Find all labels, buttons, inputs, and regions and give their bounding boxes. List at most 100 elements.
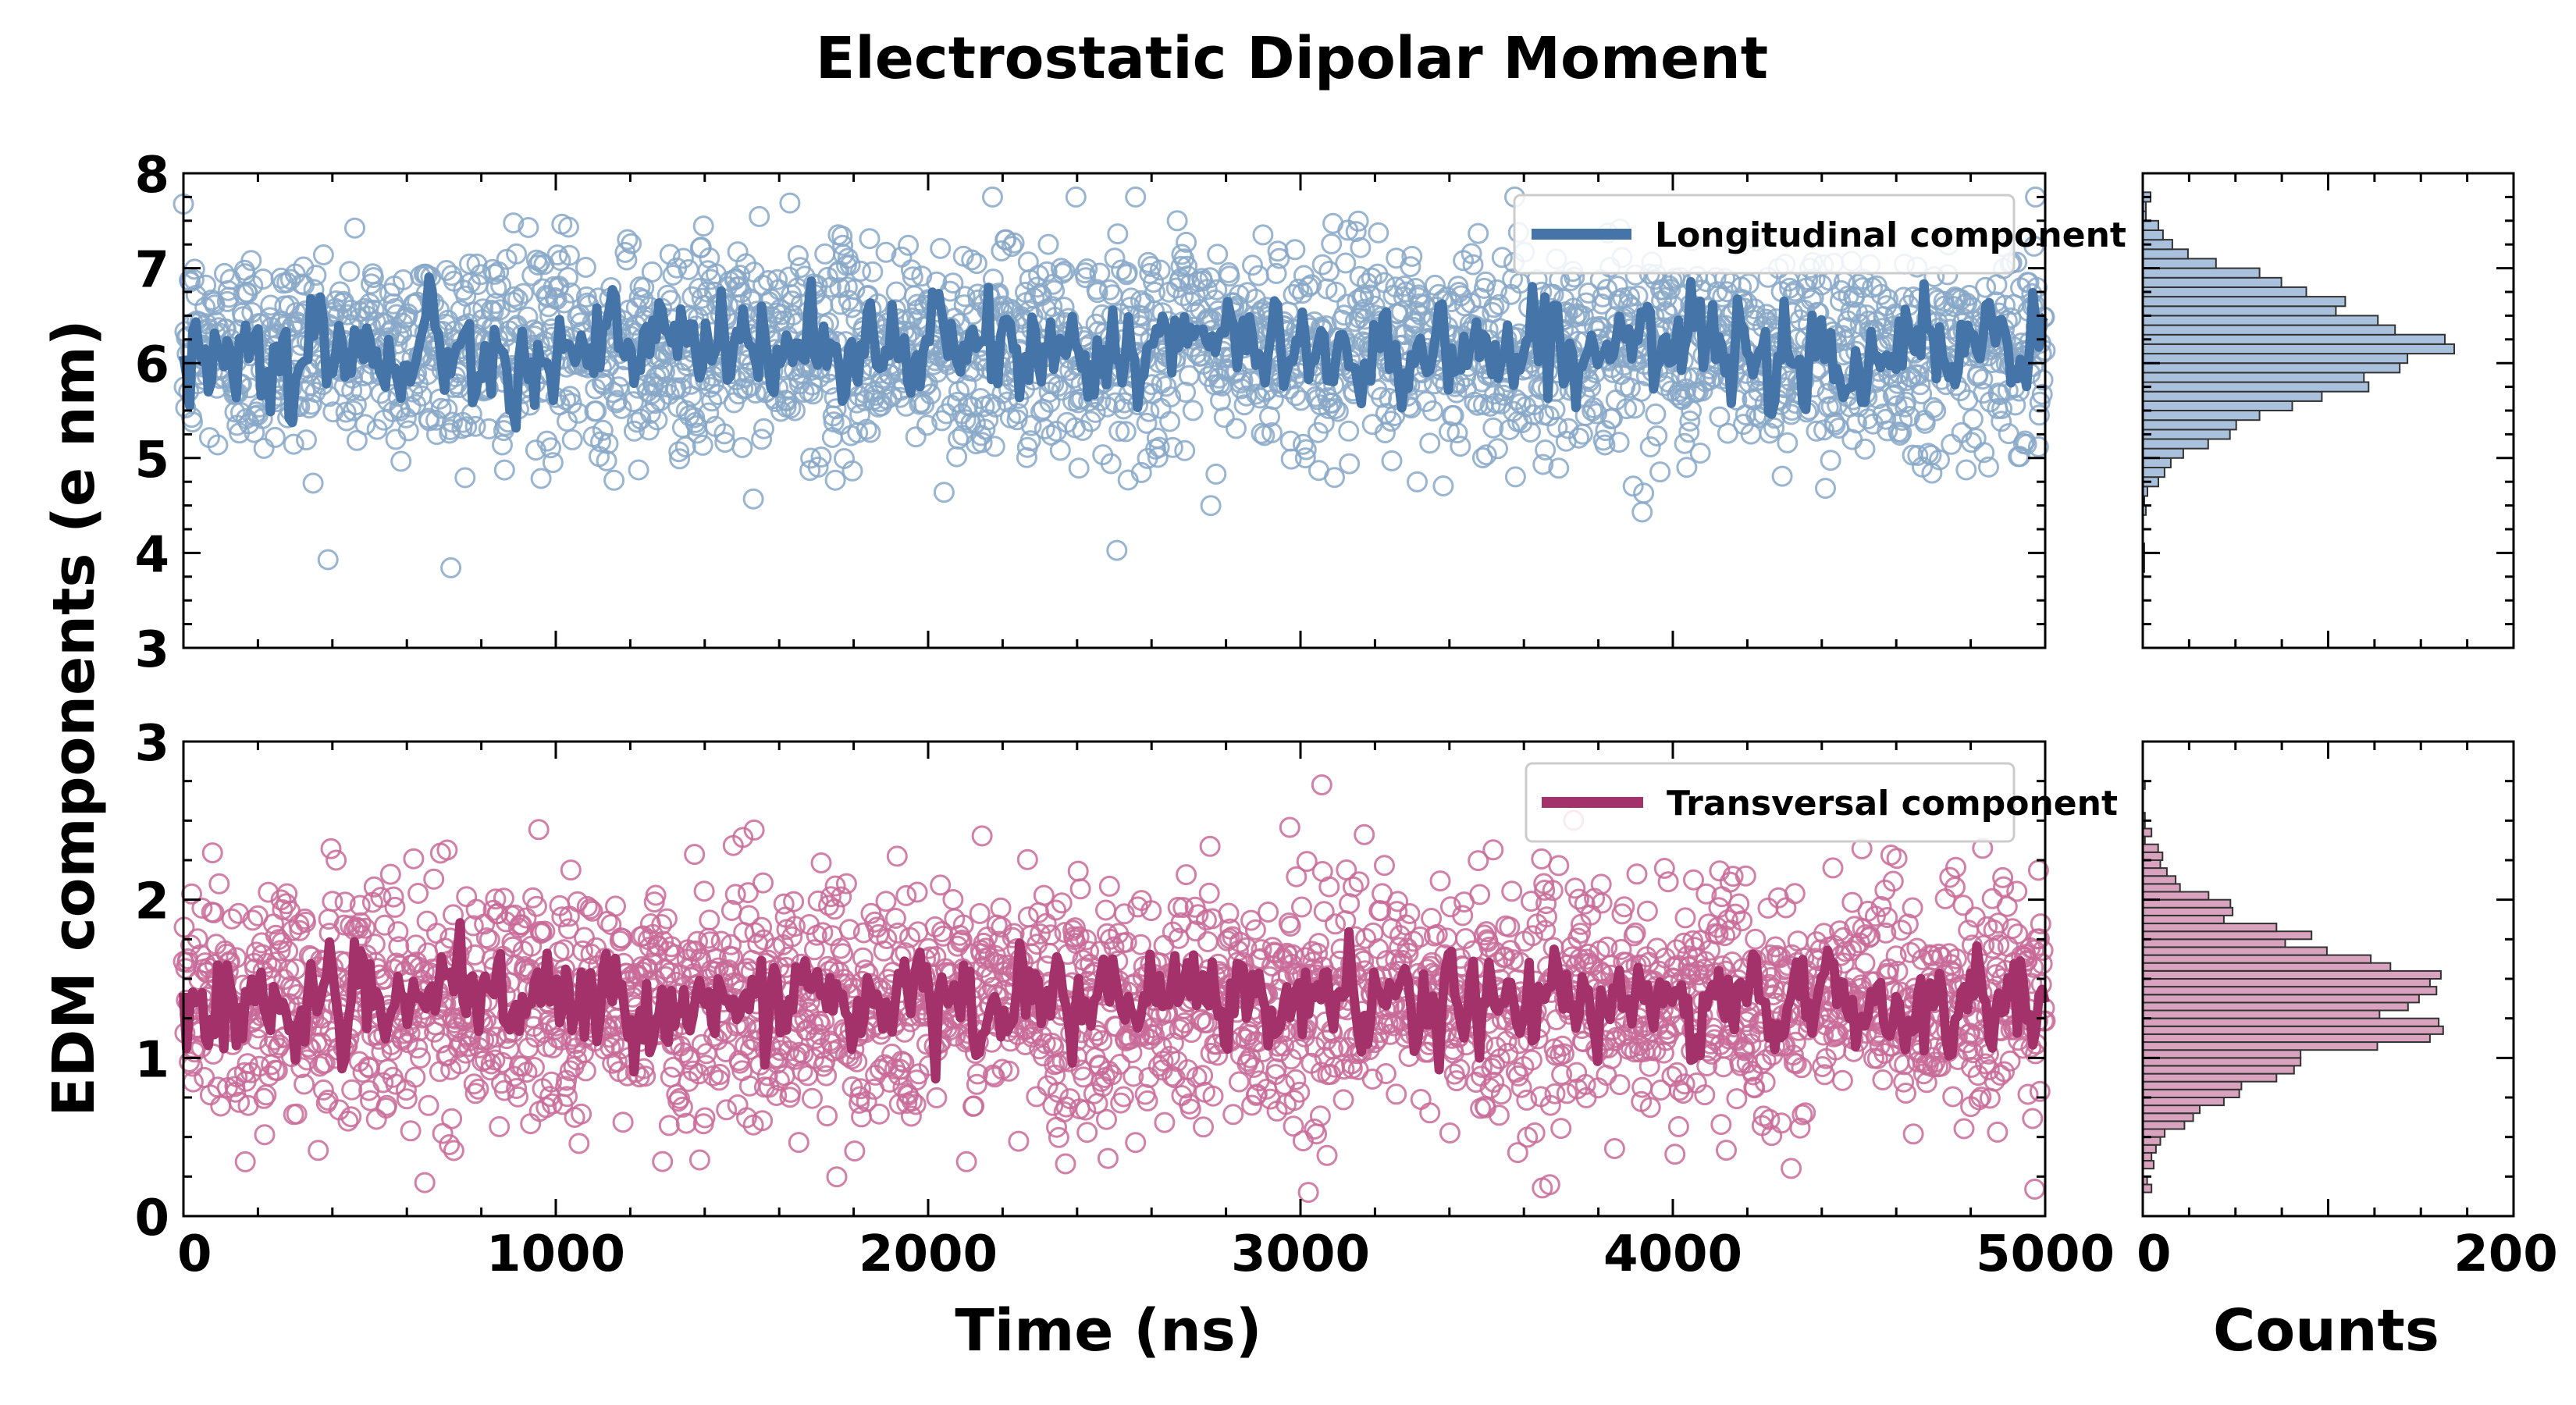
transversal-data-point	[341, 1079, 363, 1101]
transversal-data-point	[414, 1172, 436, 1193]
longitudinal-data-point	[1252, 224, 1274, 246]
longitudinal-data-point	[559, 386, 581, 407]
longitudinal-data-point	[1771, 465, 1793, 487]
longitudinal-data-point	[426, 424, 447, 446]
transversal-data-point	[875, 891, 897, 912]
transversal-data-point	[379, 863, 401, 885]
transversal-data-point	[1228, 1071, 1250, 1093]
longitudinal-data-point	[674, 436, 696, 457]
longitudinal-data-point	[622, 391, 644, 413]
longitudinal-data-point	[745, 382, 767, 404]
longitudinal-data-point	[345, 394, 367, 416]
longitudinal-data-point	[617, 229, 639, 251]
longitudinal-data-point	[507, 289, 528, 311]
longitudinal-hist-bar	[2142, 381, 2370, 393]
transversal-data-point	[1279, 816, 1300, 838]
longitudinal-data-point	[240, 250, 262, 272]
longitudinal-data-point	[954, 286, 976, 308]
longitudinal-data-point	[585, 400, 607, 422]
longitudinal-data-point	[503, 212, 525, 234]
longitudinal-hist-bar	[2142, 248, 2189, 260]
transversal-data-point	[320, 838, 342, 859]
longitudinal-data-point	[1468, 222, 1489, 244]
longitudinal-data-point	[195, 274, 217, 296]
transversal-data-point	[926, 1087, 948, 1108]
longitudinal-data-point	[1941, 433, 1962, 455]
longitudinal-data-point	[1001, 236, 1023, 258]
y-tick-label: 4	[134, 526, 169, 584]
transversal-data-point	[895, 884, 917, 906]
longitudinal-data-point	[1065, 186, 1087, 208]
longitudinal-data-point	[560, 282, 582, 304]
longitudinal-data-point	[984, 397, 1006, 418]
longitudinal-data-point	[592, 419, 614, 441]
transversal-data-point	[716, 1099, 738, 1121]
longitudinal-data-point	[616, 249, 638, 271]
transversal-data-point	[520, 1113, 542, 1135]
transversal-data-point	[403, 848, 425, 870]
longitudinal-data-point	[596, 450, 617, 471]
longitudinal-data-point	[779, 192, 801, 214]
longitudinal-data-point	[1017, 251, 1039, 273]
longitudinal-data-point	[1321, 233, 1343, 254]
transversal-data-point	[407, 883, 429, 904]
longitudinal-data-point	[742, 488, 764, 510]
longitudinal-data-point	[1020, 414, 1042, 436]
transversal-data-point	[990, 897, 1012, 919]
longitudinal-data-point	[335, 401, 357, 423]
longitudinal-data-point	[1504, 466, 1526, 488]
transversal-data-point	[1667, 1115, 1689, 1137]
longitudinal-data-point	[365, 282, 387, 304]
transversal-data-point	[199, 1084, 221, 1106]
longitudinal-data-point	[472, 298, 494, 320]
transversal-data-point	[868, 1103, 890, 1125]
longitudinal-data-point	[980, 393, 1002, 415]
longitudinal-data-point	[731, 436, 753, 458]
longitudinal-data-point	[530, 468, 552, 489]
longitudinal-data-point	[305, 265, 327, 286]
longitudinal-hist-bar	[2142, 400, 2293, 411]
longitudinal-data-point	[484, 263, 506, 285]
transversal-data-point	[528, 819, 550, 841]
transversal-data-point	[1199, 835, 1221, 857]
longitudinal-data-point	[279, 269, 301, 290]
transversal-data-point	[886, 845, 908, 867]
y-axis-label: EDM components (e nm)	[41, 319, 108, 1116]
longitudinal-hist-bar	[2142, 343, 2455, 355]
transversal-data-point	[1374, 855, 1395, 877]
longitudinal-data-point	[862, 261, 884, 283]
transversal-data-point	[1716, 1140, 1737, 1161]
y-axis-label-text: EDM components (e nm)	[41, 319, 108, 1116]
transversal-data-point	[210, 1095, 232, 1117]
longitudinal-hist-bar	[2142, 315, 2379, 326]
transversal-data-point	[688, 1149, 710, 1171]
longitudinal-data-point	[911, 265, 933, 287]
longitudinal-data-point	[557, 267, 578, 288]
longitudinal-data-point	[1689, 443, 1711, 464]
longitudinal-data-point	[971, 432, 993, 454]
transversal-data-point	[1664, 1144, 1686, 1165]
transversal-data-point	[1386, 1083, 1407, 1105]
transversal-data-point	[1735, 865, 1756, 887]
transversal-data-point	[658, 1115, 680, 1136]
longitudinal-data-point	[1182, 400, 1204, 422]
longitudinal-data-point	[490, 275, 512, 297]
transversal-data-point	[1770, 1112, 1792, 1134]
longitudinal-data-point	[751, 429, 773, 450]
longitudinal-hist-bar	[2142, 429, 2231, 440]
y-tick-label: 7	[134, 242, 169, 300]
transversal-data-point	[1439, 1122, 1461, 1144]
longitudinal-data-point	[1205, 463, 1227, 485]
transversal-data-point	[826, 1166, 848, 1188]
longitudinal-hist-bar	[2142, 353, 2409, 365]
longitudinal-data-point	[856, 418, 877, 440]
longitudinal-data-point	[1226, 418, 1247, 439]
transversal-data-point	[969, 902, 991, 924]
transversal-data-point	[1055, 1153, 1076, 1175]
longitudinal-data-point	[825, 398, 847, 420]
transversal-data-point	[1096, 1108, 1117, 1130]
longitudinal-data-point	[339, 261, 361, 283]
longitudinal-data-point	[1738, 273, 1759, 295]
transversal-data-point	[1548, 855, 1570, 877]
